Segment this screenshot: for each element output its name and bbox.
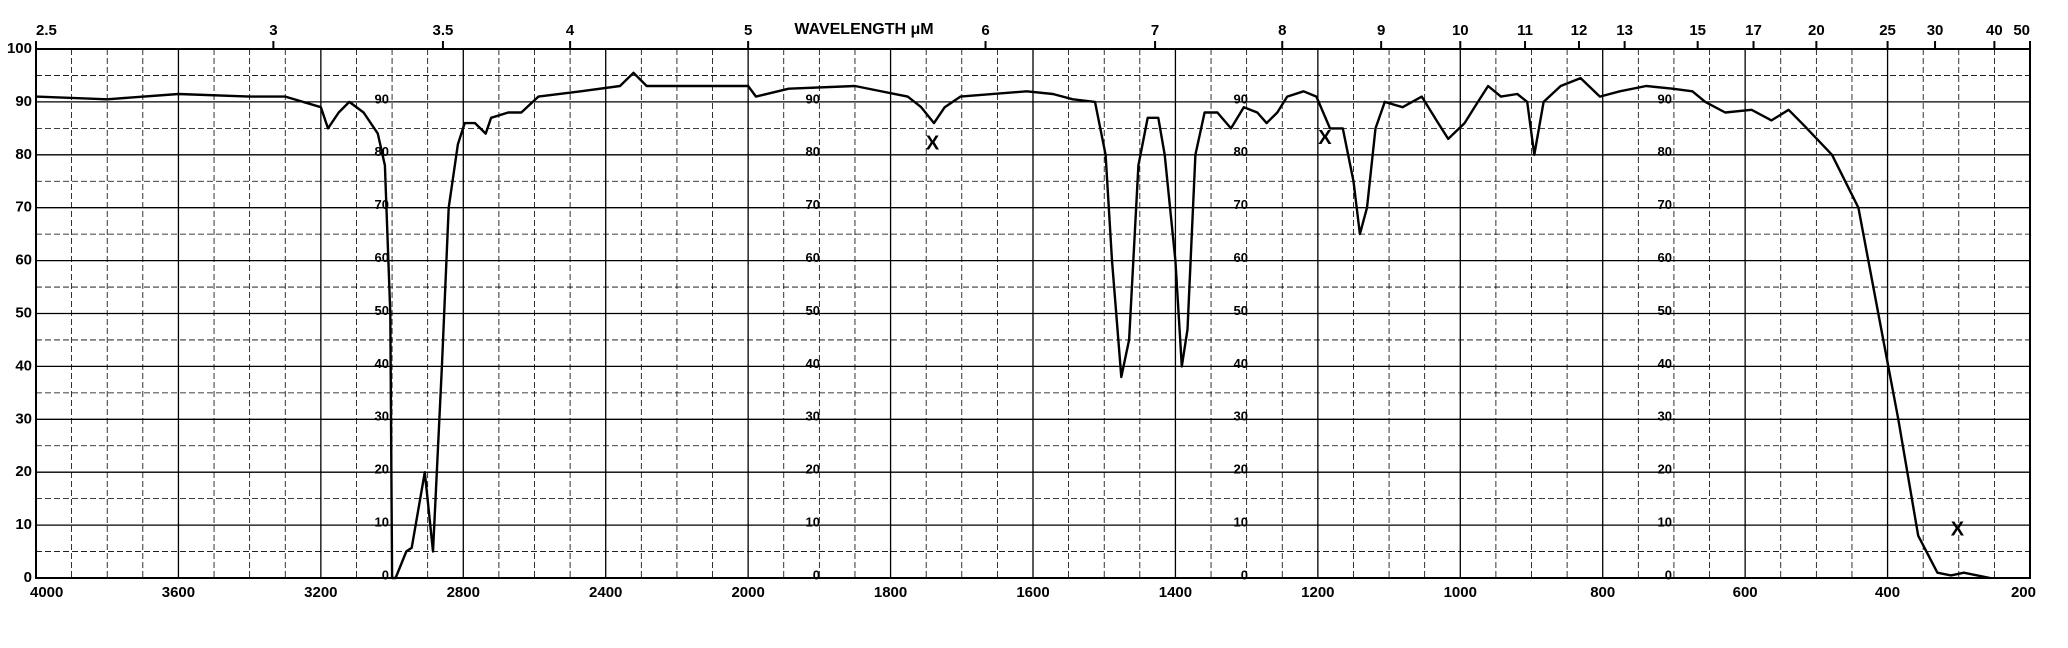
y-tick-label-inner: 30	[375, 409, 389, 424]
x-tick-label: 200	[2011, 584, 2036, 601]
x2-tick-label: 25	[1879, 22, 1896, 39]
y-tick-label-inner: 40	[1234, 356, 1248, 371]
x-tick-label: 1400	[1159, 584, 1192, 601]
y-tick-label-inner: 50	[375, 303, 389, 318]
y-tick-label-inner: 0	[1665, 567, 1672, 582]
x2-tick-label: 15	[1689, 22, 1706, 39]
y-tick-label: 50	[15, 304, 32, 321]
x-tick-label: 3200	[304, 584, 337, 601]
y-tick-label-inner: 60	[375, 250, 389, 265]
spectrum-line	[35, 71, 1991, 580]
x2-tick-label: 10	[1452, 22, 1469, 39]
y-tick-label-inner: 40	[375, 356, 389, 371]
x2-tick-label: 4	[566, 22, 575, 39]
y-tick-label-inner: 90	[375, 91, 389, 106]
x2-tick-label: 50	[2013, 22, 2030, 39]
x-tick-label: 2400	[589, 584, 622, 601]
y-tick-label: 0	[24, 569, 32, 586]
y-tick-label-inner: 80	[1234, 144, 1248, 159]
y-tick-label-inner: 90	[806, 91, 820, 106]
y-tick-label: 70	[15, 199, 32, 216]
y-tick-label-inner: 10	[806, 515, 820, 530]
y-tick-label: 20	[15, 463, 32, 480]
y-tick-label-inner: 50	[1234, 303, 1248, 318]
x2-tick-label: 3.5	[433, 22, 454, 39]
y-tick-label-inner: 10	[1234, 515, 1248, 530]
y-tick-label-inner: 10	[375, 515, 389, 530]
x2-tick-label: 17	[1745, 22, 1762, 39]
x2-tick-label: 7	[1151, 22, 1159, 39]
x2-tick-label: 11	[1517, 22, 1533, 39]
x-tick-label: 1200	[1301, 584, 1334, 601]
y-tick-label-inner: 70	[1658, 197, 1672, 212]
x2-tick-label: 20	[1808, 22, 1825, 39]
y-tick-label-inner: 90	[1234, 91, 1248, 106]
x-tick-label: 3600	[162, 584, 195, 601]
x-tick-label: 1600	[1016, 584, 1049, 601]
x2-tick-label: 30	[1927, 22, 1944, 39]
y-tick-label-inner: 20	[375, 462, 389, 477]
annotation: X	[926, 133, 940, 155]
y-tick-label-inner: 80	[806, 144, 820, 159]
x-tick-label: 2800	[447, 584, 480, 601]
x2-tick-label: 12	[1571, 22, 1588, 39]
annotation: X	[1951, 519, 1965, 541]
y-tick-label-inner: 30	[1234, 409, 1248, 424]
x-tick-label: 2000	[731, 584, 764, 601]
y-tick-label-inner: 20	[1658, 462, 1672, 477]
x2-tick-label: 2.5	[36, 22, 57, 39]
y-tick-label-inner: 30	[1658, 409, 1672, 424]
y-tick-label: 80	[15, 146, 32, 163]
y-tick-label: 90	[15, 93, 32, 110]
y-tick-label: 100	[7, 40, 32, 57]
x2-tick-label: 40	[1986, 22, 2003, 39]
y-tick-label-inner: 70	[1234, 197, 1248, 212]
y-tick-label: 60	[15, 252, 32, 269]
y-tick-label-inner: 60	[1234, 250, 1248, 265]
x-tick-label: 400	[1875, 584, 1900, 601]
x2-tick-label: 13	[1616, 22, 1633, 39]
y-tick-label-inner: 10	[1658, 515, 1672, 530]
y-tick-label-inner: 60	[1658, 250, 1672, 265]
y-tick-label-inner: 0	[1241, 567, 1248, 582]
y-tick-label: 40	[15, 357, 32, 374]
y-tick-label: 10	[15, 516, 32, 533]
y-tick-label-inner: 50	[1658, 303, 1672, 318]
x-tick-label: 800	[1590, 584, 1615, 601]
x-tick-label: 4000	[30, 584, 63, 601]
x2-tick-label: 9	[1377, 22, 1385, 39]
y-tick-label: 30	[15, 410, 32, 427]
x-tick-label: 1800	[874, 584, 907, 601]
x-tick-label: 1000	[1444, 584, 1477, 601]
x2-tick-label: 5	[744, 22, 752, 39]
x-tick-label: 600	[1733, 584, 1758, 601]
y-tick-label-inner: 50	[806, 303, 820, 318]
y-tick-label-inner: 0	[382, 567, 389, 582]
annotation: X	[1318, 127, 1332, 149]
y-tick-label-inner: 60	[806, 250, 820, 265]
y-tick-label-inner: 0	[813, 567, 820, 582]
y-tick-label-inner: 90	[1658, 91, 1672, 106]
x2-axis-label: WAVELENGTH μM	[794, 21, 933, 38]
y-tick-label-inner: 40	[806, 356, 820, 371]
y-tick-label-inner: 40	[1658, 356, 1672, 371]
x2-tick-label: 6	[981, 22, 989, 39]
y-tick-label-inner: 20	[1234, 462, 1248, 477]
y-tick-label-inner: 80	[1658, 144, 1672, 159]
y-tick-label-inner: 70	[806, 197, 820, 212]
x2-tick-label: 3	[269, 22, 277, 39]
x2-tick-label: 8	[1278, 22, 1286, 39]
y-tick-label-inner: 30	[806, 409, 820, 424]
y-tick-label-inner: 20	[806, 462, 820, 477]
